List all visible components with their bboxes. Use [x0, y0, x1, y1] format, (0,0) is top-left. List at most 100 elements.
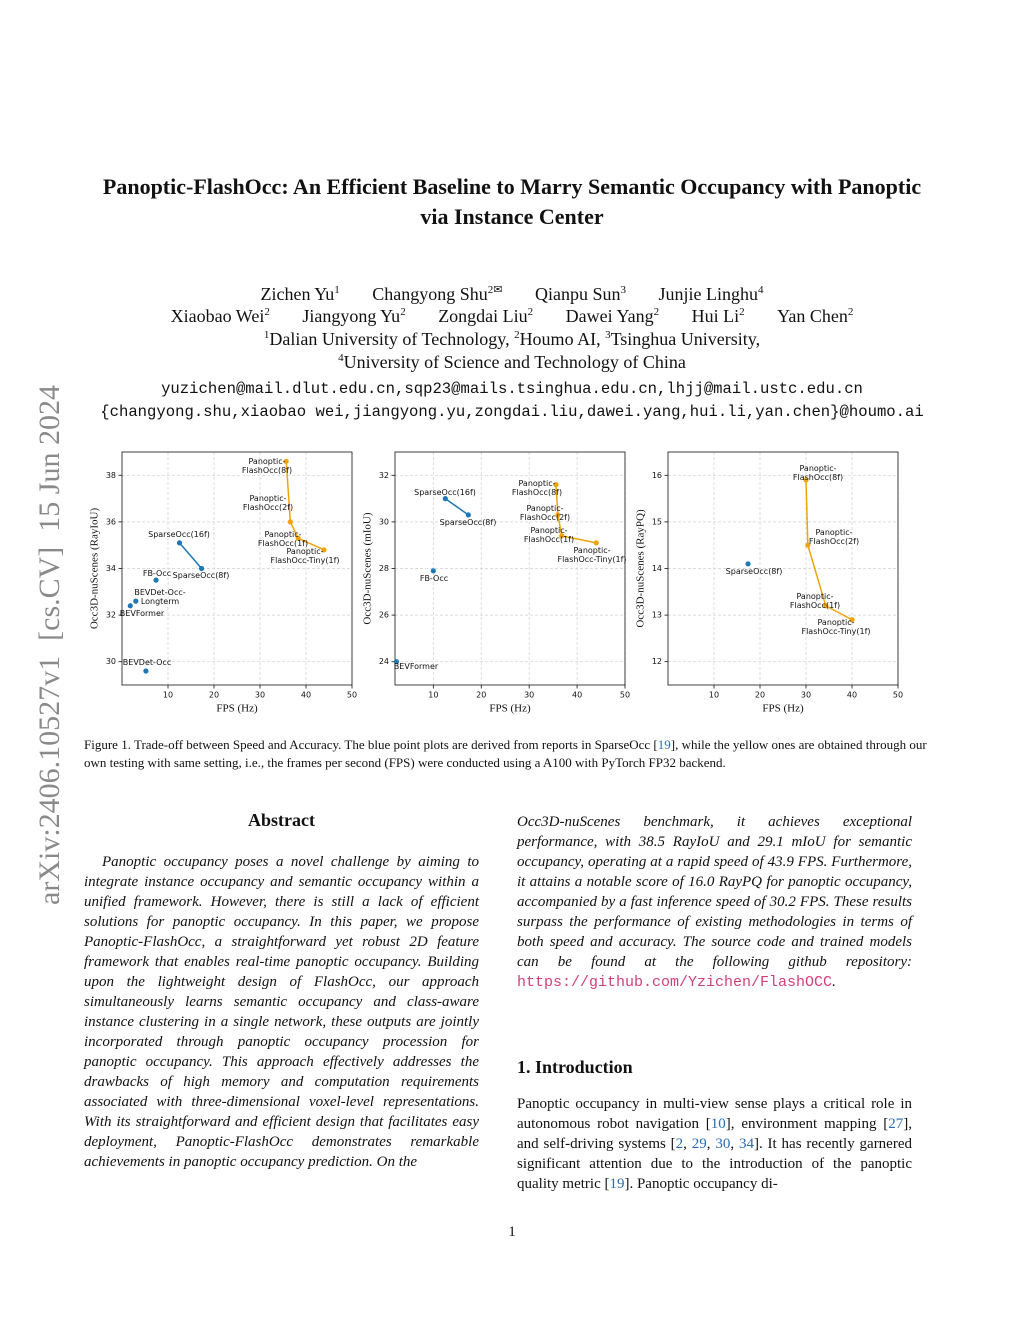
citation[interactable]: 34 [738, 1136, 754, 1152]
affiliation: Dalian University of Technology, [269, 329, 510, 349]
author-name: Zongdai Liu [438, 306, 528, 326]
paper-title: Panoptic-FlashOcc: An Efficient Baseline… [102, 174, 922, 229]
plot-frame [394, 451, 626, 686]
point-label-line: FlashOcc(8f) [793, 473, 843, 482]
data-point [849, 617, 855, 623]
x-axis-label: FPS (Hz) [216, 703, 258, 715]
author-sup: 1 [334, 284, 340, 296]
x-tick-label: 30 [524, 691, 534, 700]
y-tick-label: 26 [379, 611, 389, 620]
y-tick-label: 30 [379, 517, 389, 526]
data-point [176, 540, 183, 546]
data-point [823, 603, 829, 609]
point-label-line: FlashOcc(8f) [512, 488, 562, 497]
point-label: SparseOcc(8f) [440, 518, 497, 527]
point-label-line: FlashOcc-Tiny(1f) [801, 627, 870, 636]
y-tick-label: 32 [106, 611, 116, 620]
series-line [285, 461, 325, 551]
x-tick-label: 30 [801, 691, 811, 700]
point-label-line: Panoptic- [518, 479, 555, 488]
point-label: Panoptic-FlashOcc(8f) [242, 457, 292, 475]
point-label-line: Panoptic- [530, 526, 567, 535]
point-label: SparseOcc(16f) [414, 488, 476, 497]
series-line [178, 542, 203, 569]
data-point [430, 568, 436, 574]
author-line: Xiaobao Wei2 Jiangyong Yu2 Zongdai Liu2 … [0, 306, 1024, 327]
x-tick-label: 30 [255, 691, 265, 700]
point-label-line: BEVDet-Occ [123, 658, 171, 667]
citation[interactable]: 29 [691, 1136, 707, 1152]
intro-text: , [683, 1136, 692, 1152]
data-point [745, 561, 751, 567]
data-point [553, 482, 559, 488]
affiliation-sup: 2 [514, 329, 520, 341]
point-label-line: Panoptic- [264, 530, 301, 539]
citation[interactable]: 19 [609, 1176, 625, 1192]
point-label-line: SparseOcc(8f) [440, 518, 497, 527]
author-name: Dawei Yang [565, 306, 654, 326]
x-tick-label: 50 [620, 691, 630, 700]
point-label-line: FlashOcc(2f) [809, 537, 859, 546]
y-tick-label: 16 [652, 471, 662, 480]
point-label-line: SparseOcc(8f) [726, 567, 783, 576]
affiliation: Tsinghua University, [610, 329, 761, 349]
author-sup: 2✉ [487, 284, 503, 296]
data-point [465, 512, 471, 518]
point-label-line: Longterm [141, 597, 180, 606]
citation[interactable]: 10 [710, 1116, 726, 1132]
x-tick-label: 40 [301, 691, 311, 700]
citation[interactable]: 2 [675, 1136, 684, 1152]
point-label-line: FlashOcc(8f) [242, 466, 292, 475]
point-label-line: Panoptic- [799, 464, 836, 473]
author-name: Jiangyong Yu [302, 306, 401, 326]
point-label-line: Panoptic- [248, 457, 285, 466]
heading-text: Abstract [248, 810, 315, 830]
data-point [442, 496, 448, 502]
y-axis-label: Occ3D-nuScenes (RayPQ) [635, 509, 647, 628]
author: Zichen Yu1 [260, 284, 339, 304]
point-label-line: SparseOcc(16f) [148, 530, 210, 539]
point-label-line: Panoptic- [817, 618, 854, 627]
data-point [555, 512, 561, 518]
citation[interactable]: 19 [657, 737, 671, 752]
point-label-line: Panoptic- [815, 528, 852, 537]
author: Hui Li2 [692, 306, 745, 326]
caption-text: Figure 1. Trade-off between Speed and Ac… [84, 737, 658, 752]
point-label: Panoptic-FlashOcc(2f) [809, 528, 859, 546]
intro-text: ]. It has recently garnered significant … [517, 1136, 912, 1192]
point-label: BEVFormer [120, 609, 165, 618]
point-label: FB-Occ [420, 574, 448, 583]
affiliation-sup: 3 [605, 329, 611, 341]
repo-link[interactable]: https://github.com/Yzichen/FlashOCC [517, 974, 833, 991]
author-sup: 2 [527, 306, 534, 318]
series-line [444, 497, 469, 516]
author: Yan Chen2 [777, 306, 853, 326]
point-label-line: FlashOcc(1f) [790, 601, 840, 610]
y-tick-label: 38 [106, 471, 116, 480]
introduction-paragraph: Panoptic occupancy in multi-view sense p… [517, 1094, 912, 1194]
point-label-line: Panoptic- [286, 547, 323, 556]
author-sup: 3 [620, 284, 627, 296]
x-tick-label: 40 [847, 691, 857, 700]
author-line: Zichen Yu1 Changyong Shu2✉ Qianpu Sun3 J… [0, 283, 1024, 305]
affiliation-sup: 1 [263, 329, 270, 341]
abstract-end: . [832, 974, 836, 990]
affiliation-line: 4University of Science and Technology of… [0, 352, 1024, 373]
point-label: Panoptic-FlashOcc-Tiny(1f) [557, 546, 626, 564]
page-number: 1 [508, 1224, 516, 1240]
point-label: Panoptic-FlashOcc(1f) [258, 530, 308, 548]
citation[interactable]: 30 [715, 1136, 731, 1152]
figure-caption: Figure 1. Trade-off between Speed and Ac… [84, 736, 940, 772]
author-sup: 2 [400, 306, 406, 318]
author: Changyong Shu2✉ [372, 284, 502, 304]
section-heading: 1. Introduction [517, 1057, 633, 1077]
affiliation-line: 1Dalian University of Technology, 2Houmo… [0, 329, 1024, 350]
author-name: Yan Chen [777, 306, 848, 326]
citation[interactable]: 27 [888, 1116, 904, 1132]
abstract-right: Occ3D-nuScenes benchmark, it achieves ex… [517, 812, 912, 993]
y-tick-label: 32 [379, 471, 389, 480]
plot-frame [667, 451, 899, 686]
intro-text: ], environment mapping [ [725, 1116, 889, 1132]
x-tick-label: 20 [755, 691, 765, 700]
